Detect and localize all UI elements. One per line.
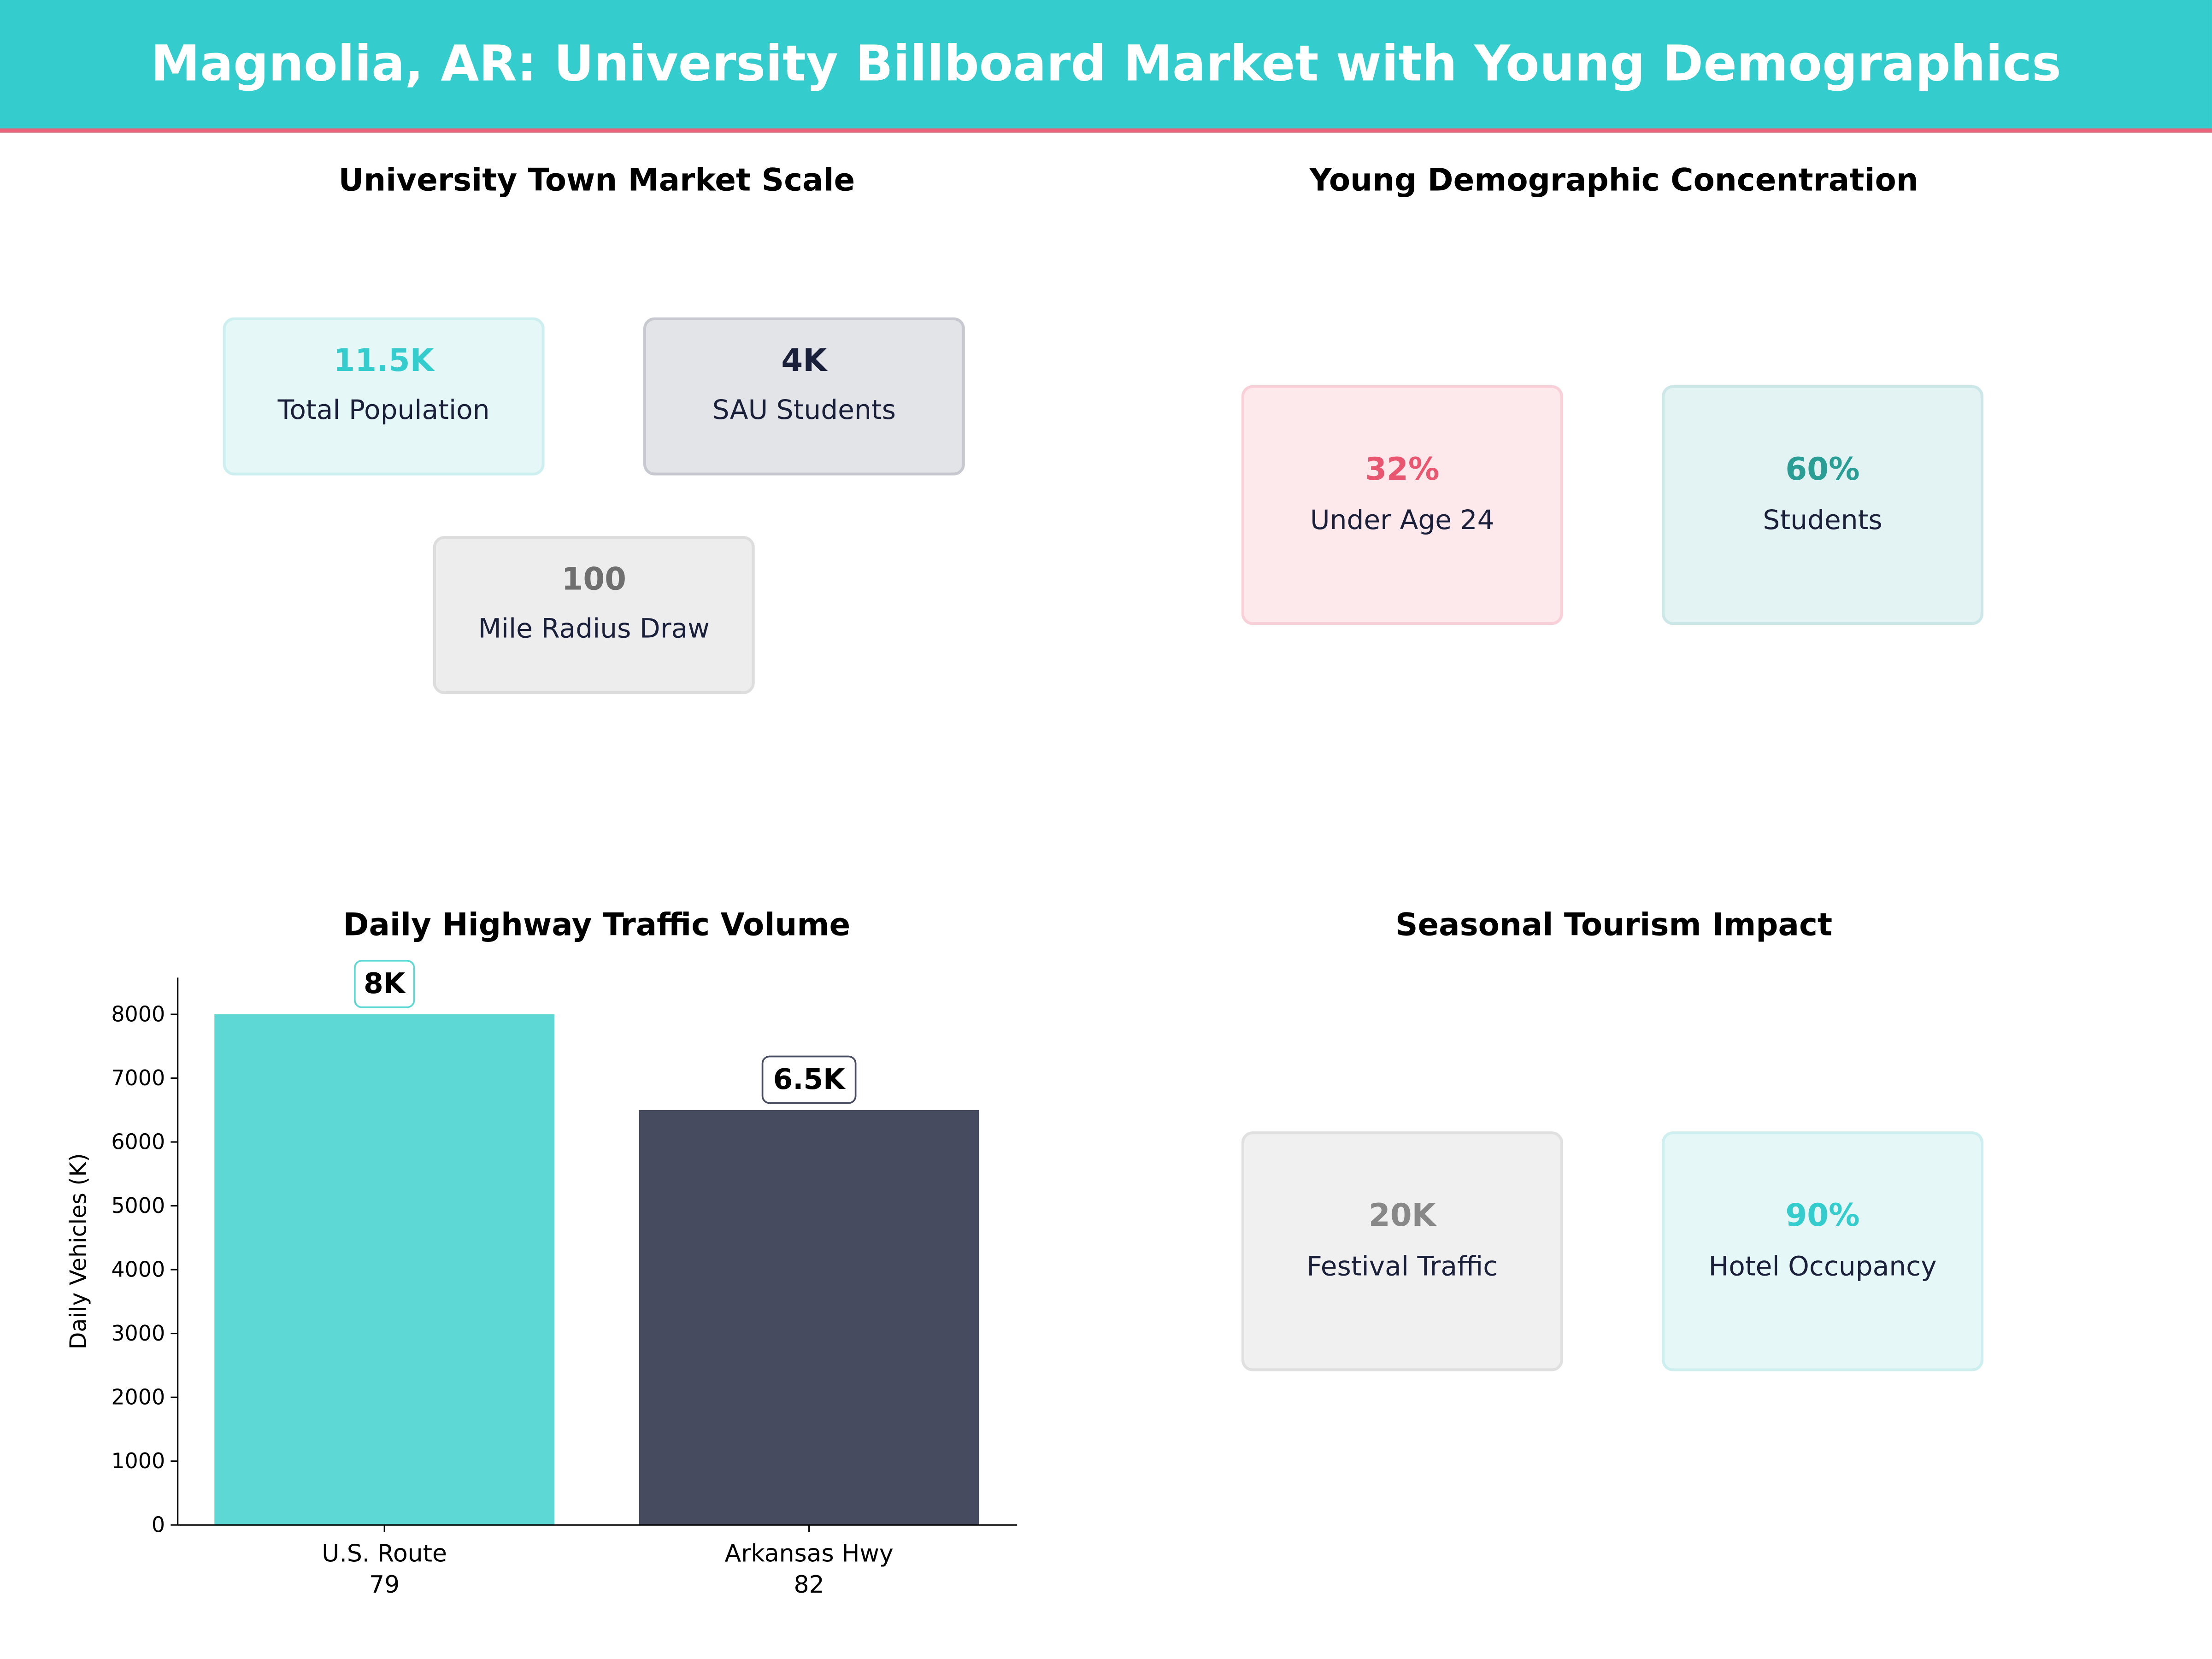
y-tick-label: 5000	[111, 1193, 165, 1218]
x-tick-label: 79	[369, 1571, 400, 1599]
data-label-box	[761, 1055, 857, 1104]
traffic-title: Daily Highway Traffic Volume	[343, 908, 851, 944]
y-tick-label: 0	[152, 1512, 165, 1537]
card-label: Students	[1763, 505, 1883, 536]
card-hotel-occupancy: 90% Hotel Occupancy	[1662, 1131, 1984, 1371]
card-under-24: 32% Under Age 24	[1241, 385, 1563, 625]
data-label: 8K	[364, 967, 406, 1000]
page-title: Magnolia, AR: University Billboard Marke…	[151, 36, 2061, 93]
card-value: 4K	[781, 344, 827, 380]
card-festival-traffic: 20K Festival Traffic	[1241, 1131, 1563, 1371]
card-value: 32%	[1365, 453, 1440, 488]
market-scale-title: University Town Market Scale	[338, 164, 855, 199]
card-label: Hotel Occupancy	[1708, 1251, 1937, 1282]
card-label: Total Population	[277, 395, 490, 426]
x-tick-label: 82	[794, 1571, 824, 1599]
y-tick-label: 8000	[111, 1001, 165, 1026]
card-value: 90%	[1785, 1199, 1860, 1235]
card-value: 100	[561, 563, 627, 598]
card-label: Under Age 24	[1310, 505, 1494, 536]
tourism-title: Seasonal Tourism Impact	[1395, 908, 1833, 944]
data-label: 6.5K	[773, 1063, 846, 1096]
y-tick-label: 1000	[111, 1448, 165, 1473]
data-label-box	[354, 959, 415, 1008]
header: Magnolia, AR: University Billboard Marke…	[0, 0, 2212, 133]
card-label: Mile Radius Draw	[478, 613, 710, 645]
y-tick-label: 3000	[111, 1321, 165, 1346]
y-tick-label: 4000	[111, 1257, 165, 1282]
card-value: 60%	[1785, 453, 1860, 488]
bar	[214, 1014, 555, 1525]
card-mile-radius: 100 Mile Radius Draw	[433, 536, 755, 694]
card-sau-students: 4K SAU Students	[643, 317, 965, 476]
card-label: Festival Traffic	[1306, 1251, 1498, 1282]
y-tick-label: 6000	[111, 1129, 165, 1154]
y-axis-label: Daily Vehicles (K)	[65, 1153, 92, 1349]
x-tick-label: Arkansas Hwy	[725, 1540, 894, 1568]
y-tick-label: 7000	[111, 1065, 165, 1090]
bar	[639, 1110, 979, 1525]
card-label: SAU Students	[712, 395, 896, 426]
card-value: 20K	[1368, 1199, 1436, 1235]
card-students: 60% Students	[1662, 385, 1984, 625]
card-total-population: 11.5K Total Population	[223, 317, 545, 476]
demographics-title: Young Demographic Concentration	[1309, 164, 1918, 199]
x-tick-label: U.S. Route	[322, 1540, 447, 1568]
y-tick-label: 2000	[111, 1384, 165, 1409]
card-value: 11.5K	[333, 344, 434, 380]
